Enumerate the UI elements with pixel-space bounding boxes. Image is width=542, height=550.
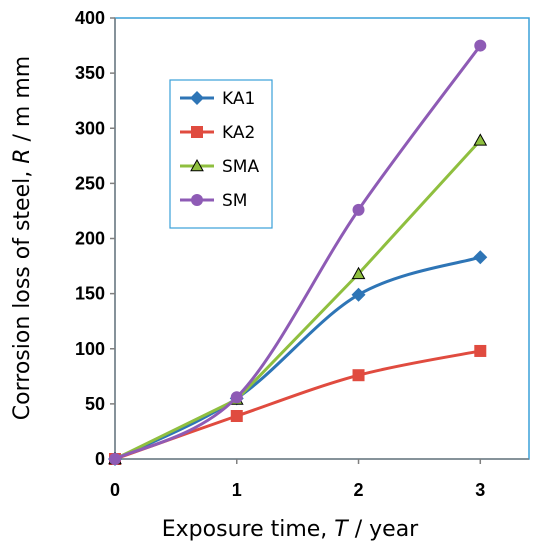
data-point-sm	[352, 203, 365, 216]
y-tick-label: 100	[75, 339, 105, 359]
legend-marker-ka2	[191, 126, 203, 138]
data-point-ka1	[473, 250, 488, 265]
y-axis-title-variable: R	[10, 148, 35, 163]
data-point-sm	[474, 39, 487, 52]
data-point-sm	[109, 453, 121, 465]
data-point-sm	[230, 391, 243, 404]
y-tick-label: 200	[75, 229, 105, 249]
y-axis-title: Corrosion loss of steel, R / m mm	[10, 56, 35, 420]
series-sm	[109, 39, 487, 465]
x-tick-label: 3	[475, 480, 485, 500]
series-line-sm	[114, 44, 482, 461]
y-tick-label: 300	[75, 118, 105, 138]
series-layer	[108, 39, 488, 466]
legend-label-ka1: KA1	[222, 89, 255, 109]
legend-marker-ka1	[190, 91, 204, 105]
x-axis-title-variable: T	[334, 517, 349, 542]
y-axis-title-suffix: / m mm	[10, 56, 35, 149]
x-tick-label: 1	[232, 480, 242, 500]
x-tick-label: 2	[354, 480, 364, 500]
series-line-ka2	[114, 349, 481, 461]
x-axis-title: Exposure time, T / year	[162, 517, 419, 542]
series-ka2	[109, 344, 487, 465]
data-point-ka2	[352, 369, 365, 382]
series-line-ka1	[114, 255, 481, 461]
x-axis-title-prefix: Exposure time,	[162, 517, 335, 542]
y-tick-label: 150	[75, 284, 105, 304]
y-tick-label: 50	[85, 394, 105, 414]
data-point-ka2	[474, 344, 487, 357]
legend-marker-sm	[191, 194, 203, 206]
y-tick-label: 0	[95, 449, 105, 469]
x-tick-label: 0	[110, 480, 120, 500]
series-line-sma	[114, 139, 482, 461]
legend-item-sma: SMA	[180, 157, 259, 177]
series-sma	[108, 133, 488, 465]
legend-label-sma: SMA	[222, 157, 259, 177]
x-axis-title-suffix: / year	[348, 517, 419, 542]
legend-box	[169, 79, 273, 229]
y-axis-title-prefix: Corrosion loss of steel,	[10, 164, 35, 420]
axis-ticks: 0 50 100 150 200 250 300 350 400 0 1 2 3	[75, 8, 485, 500]
data-point-ka2	[230, 410, 243, 423]
data-point-ka1	[351, 287, 366, 302]
legend-item-ka1: KA1	[180, 89, 255, 109]
legend: KA1 KA2 SMA SM	[169, 79, 273, 229]
data-point-sma	[473, 133, 488, 146]
legend-item-sm: SM	[180, 191, 247, 211]
y-tick-label: 350	[75, 63, 105, 83]
y-tick-label: 250	[75, 173, 105, 193]
data-point-sma	[351, 266, 366, 280]
legend-label-ka2: KA2	[222, 123, 255, 143]
legend-item-ka2: KA2	[180, 123, 255, 143]
legend-label-sm: SM	[222, 191, 247, 211]
y-tick-label: 400	[75, 8, 105, 28]
legend-marker-sma	[190, 158, 204, 172]
